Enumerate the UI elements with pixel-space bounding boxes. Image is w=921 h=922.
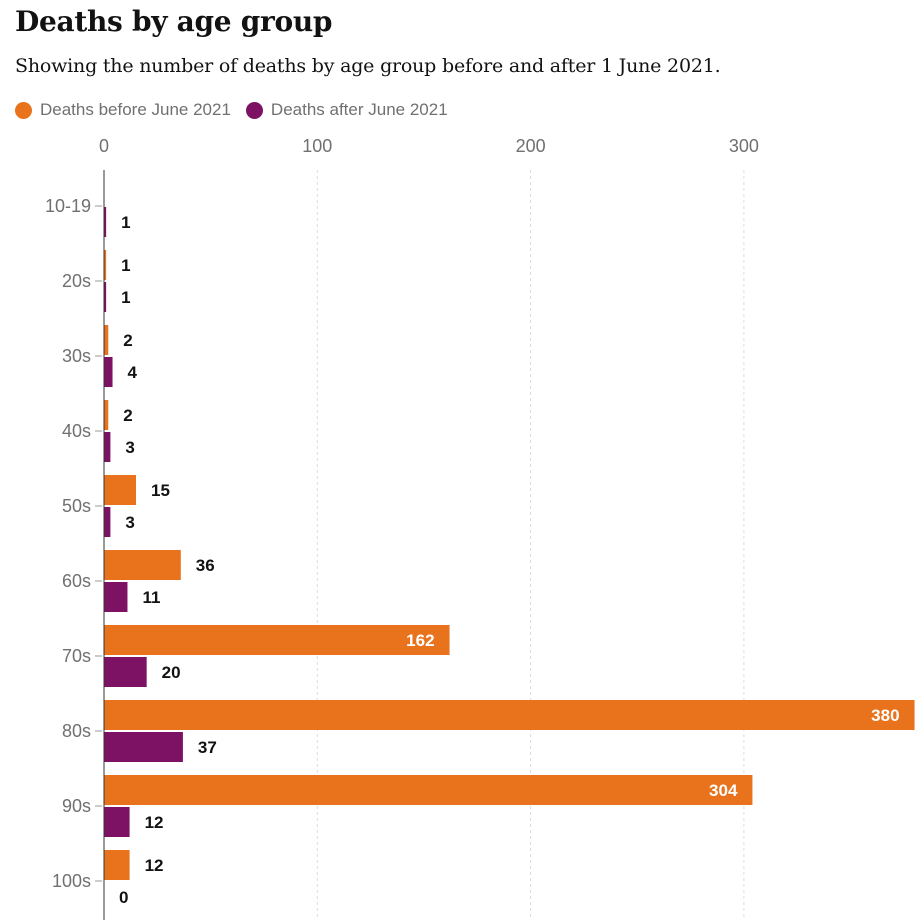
x-tick-label-100: 100 [302,136,332,156]
bar-before-40s [104,400,109,430]
data-label-before-90s: 304 [709,781,738,800]
data-label-before-100s: 12 [145,856,164,875]
data-label-before-60s: 36 [196,556,215,575]
data-label-after-30s: 4 [128,363,138,382]
bar-after-60s [104,582,128,612]
legend-item-after: Deaths after June 2021 [245,100,448,120]
data-label-after-90s: 12 [145,813,164,832]
bar-before-90s [104,775,753,805]
bar-after-20s [104,282,107,312]
data-label-after-70s: 20 [162,663,181,682]
bar-before-100s [104,850,130,880]
category-label-60s: 60s [62,571,91,591]
legend-swatch-before [15,101,32,119]
x-tick-label-200: 200 [516,136,546,156]
data-label-after-40s: 3 [125,438,134,457]
bar-after-30s [104,357,113,387]
bar-chart: 0 100 200 30010-19120s1130s2440s2350s15360s… [45,136,915,920]
data-label-before-30s: 2 [123,331,132,350]
x-tick-label-0: 0 [99,136,109,156]
bar-after-40s [104,432,111,462]
category-label-30s: 30s [62,346,91,366]
legend-label-after: Deaths after June 2021 [270,100,448,119]
legend-label-before: Deaths before June 2021 [40,100,231,119]
chart-title: Deaths by age group [15,5,333,38]
bar-after-70s [104,657,147,687]
chart-subtitle: Showing the number of deaths by age grou… [15,55,721,77]
category-label-90s: 90s [62,796,91,816]
data-label-before-50s: 15 [151,481,170,500]
data-label-after-80s: 37 [198,738,217,757]
category-label-80s: 80s [62,721,91,741]
data-label-before-40s: 2 [123,406,132,425]
data-label-after-60s: 11 [142,588,160,607]
bar-before-50s [104,475,136,505]
category-label-40s: 40s [62,421,91,441]
data-label-before-80s: 380 [871,706,899,725]
category-label-10-19: 10-19 [45,196,91,216]
category-label-70s: 70s [62,646,91,666]
bar-before-70s [104,625,450,655]
data-label-before-70s: 162 [406,631,434,650]
data-label-before-20s: 1 [121,256,130,275]
data-label-after-10-19: 1 [121,213,130,232]
bar-before-30s [104,325,109,355]
data-label-after-50s: 3 [125,513,134,532]
bar-before-20s [104,250,107,280]
bar-before-60s [104,550,181,580]
bar-before-80s [104,700,915,730]
chart-legend: Deaths before June 2021 Deaths after Jun… [15,98,463,122]
bar-after-80s [104,732,183,762]
bar-after-10-19 [104,207,107,237]
legend-item-before: Deaths before June 2021 [15,100,231,120]
x-tick-label-300: 300 [729,136,759,156]
category-label-50s: 50s [62,496,91,516]
data-label-after-20s: 1 [121,288,130,307]
category-label-20s: 20s [62,271,91,291]
bar-after-90s [104,807,130,837]
legend-swatch-after [245,101,263,119]
category-label-100s: 100s [52,871,91,891]
bar-after-50s [104,507,111,537]
data-label-after-100s: 0 [119,888,128,907]
